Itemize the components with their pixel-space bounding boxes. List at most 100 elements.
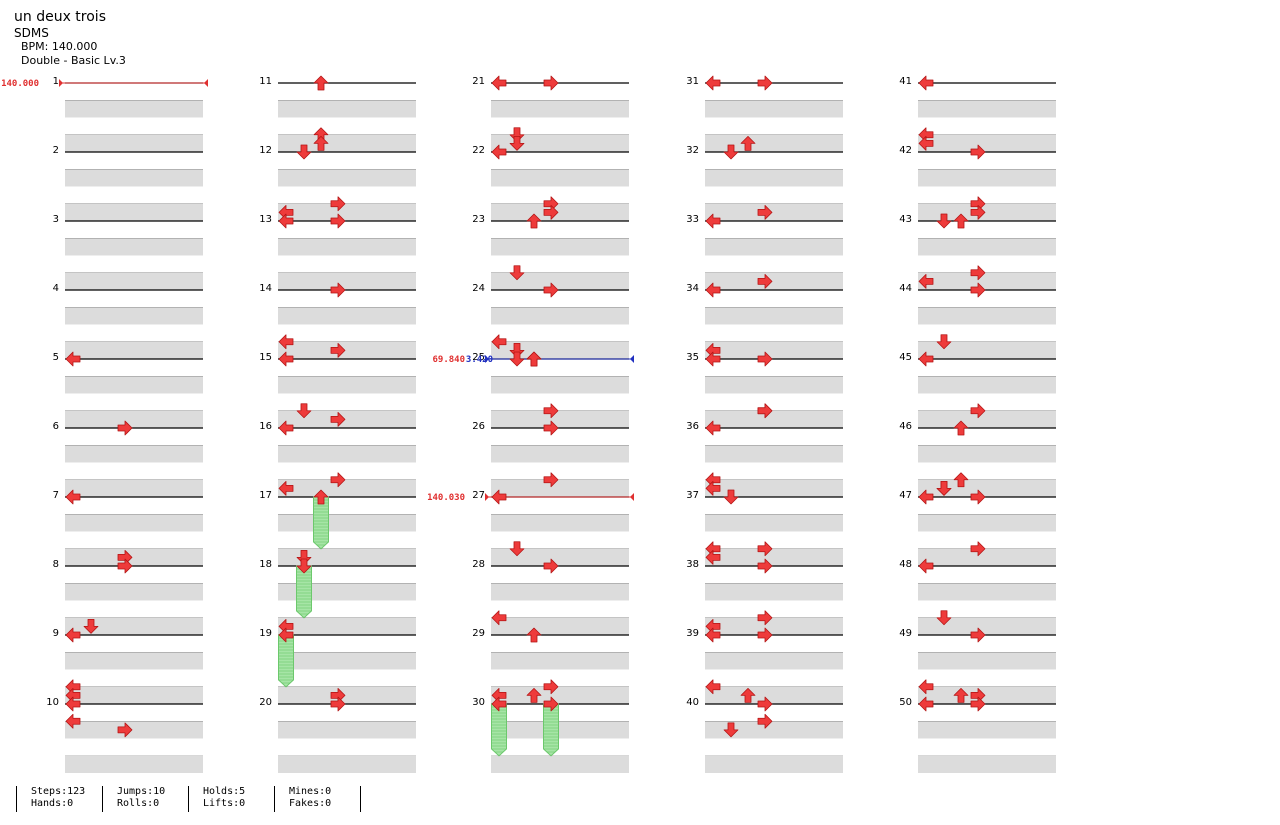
bpm-change-start-marker bbox=[485, 493, 489, 501]
beat-row-shade bbox=[705, 272, 843, 290]
arrow-right-icon bbox=[970, 282, 986, 298]
beat-row-shade bbox=[491, 203, 629, 221]
arrow-right-icon bbox=[757, 204, 773, 220]
arrow-down-icon bbox=[936, 334, 952, 350]
arrow-left-icon bbox=[278, 480, 294, 496]
arrow-right-icon bbox=[330, 472, 346, 488]
beat-row-shade bbox=[278, 238, 416, 256]
measure-number: 5 bbox=[53, 352, 59, 363]
beat-row-shade bbox=[705, 514, 843, 532]
arrow-left-icon bbox=[705, 75, 721, 91]
beat-row-shade bbox=[65, 307, 203, 325]
bpm-display: BPM: 140.000 bbox=[21, 40, 98, 53]
measure-number: 19 bbox=[259, 628, 272, 639]
beat-row-shade bbox=[705, 307, 843, 325]
arrow-left-icon bbox=[278, 627, 294, 643]
beat-row-shade bbox=[918, 341, 1056, 359]
measure-number: 10 bbox=[46, 697, 59, 708]
mines-count: Mines:0 bbox=[289, 786, 332, 797]
song-artist: SDMS bbox=[14, 26, 49, 40]
beat-row-shade bbox=[705, 445, 843, 463]
arrow-left-icon bbox=[65, 696, 81, 712]
measure-number: 20 bbox=[259, 697, 272, 708]
beat-row-shade bbox=[491, 445, 629, 463]
beat-row-shade bbox=[278, 514, 416, 532]
beat-row-shade bbox=[705, 583, 843, 601]
arrow-left-icon bbox=[705, 549, 721, 565]
measure-number: 47 bbox=[899, 490, 912, 501]
beat-row-shade bbox=[65, 686, 203, 704]
arrow-right-icon bbox=[543, 420, 559, 436]
beat-row-shade bbox=[278, 652, 416, 670]
beat-row-shade bbox=[491, 410, 629, 428]
arrow-left-icon bbox=[705, 420, 721, 436]
beat-row-shade bbox=[918, 617, 1056, 635]
arrow-right-icon bbox=[757, 713, 773, 729]
arrow-left-icon bbox=[65, 627, 81, 643]
beat-row-shade bbox=[65, 755, 203, 773]
arrow-up-icon bbox=[313, 75, 329, 91]
beat-row-shade bbox=[278, 307, 416, 325]
arrow-right-icon bbox=[330, 282, 346, 298]
stats-end-divider bbox=[360, 786, 361, 812]
beat-row-shade bbox=[65, 203, 203, 221]
beat-row-shade bbox=[918, 445, 1056, 463]
arrow-right-icon bbox=[970, 265, 986, 281]
measure-number: 34 bbox=[686, 283, 699, 294]
arrow-up-icon bbox=[953, 420, 969, 436]
arrow-down-icon bbox=[723, 722, 739, 738]
beat-row-shade bbox=[705, 410, 843, 428]
beat-row-shade bbox=[491, 479, 629, 497]
arrow-left-icon bbox=[65, 351, 81, 367]
arrow-right-icon bbox=[330, 213, 346, 229]
arrow-right-icon bbox=[970, 144, 986, 160]
arrow-right-icon bbox=[970, 403, 986, 419]
measure-number: 6 bbox=[53, 421, 59, 432]
lifts-count: Lifts:0 bbox=[203, 798, 246, 809]
hold-body bbox=[491, 703, 507, 757]
measure-number: 31 bbox=[686, 76, 699, 87]
arrow-up-icon bbox=[740, 687, 756, 703]
beat-row-shade bbox=[705, 203, 843, 221]
arrow-left-icon bbox=[491, 610, 507, 626]
arrow-left-icon bbox=[918, 135, 934, 151]
arrow-right-icon bbox=[117, 558, 133, 574]
beat-row-shade bbox=[491, 652, 629, 670]
beat-row-shade bbox=[65, 617, 203, 635]
hold-body bbox=[278, 634, 294, 688]
beat-row-shade bbox=[491, 686, 629, 704]
measure-number: 3 bbox=[53, 214, 59, 225]
beat-row-shade bbox=[278, 169, 416, 187]
stats-col-mines: Mines:0 Fakes:0 bbox=[274, 786, 331, 812]
arrow-down-icon bbox=[936, 213, 952, 229]
arrow-left-icon bbox=[918, 558, 934, 574]
beat-row-shade bbox=[278, 686, 416, 704]
beat-row-shade bbox=[65, 410, 203, 428]
measure-number: 9 bbox=[53, 628, 59, 639]
beat-row-shade bbox=[278, 410, 416, 428]
arrow-left-icon bbox=[918, 273, 934, 289]
arrow-right-icon bbox=[970, 489, 986, 505]
beat-row-shade bbox=[491, 755, 629, 773]
beat-row-shade bbox=[918, 583, 1056, 601]
measure-number: 13 bbox=[259, 214, 272, 225]
arrow-right-icon bbox=[757, 75, 773, 91]
beat-row-shade bbox=[278, 755, 416, 773]
arrow-left-icon bbox=[918, 696, 934, 712]
arrow-left-icon bbox=[491, 489, 507, 505]
measure-number: 29 bbox=[472, 628, 485, 639]
bpm-change-end-marker bbox=[204, 79, 208, 87]
difficulty-display: Double - Basic Lv.3 bbox=[21, 54, 126, 67]
arrow-right-icon bbox=[543, 75, 559, 91]
beat-row-shade bbox=[278, 134, 416, 152]
beat-row-shade bbox=[918, 514, 1056, 532]
beat-row-shade bbox=[491, 134, 629, 152]
arrow-right-icon bbox=[757, 627, 773, 643]
arrow-down-icon bbox=[296, 403, 312, 419]
measure-number: 48 bbox=[899, 559, 912, 570]
measure-number: 21 bbox=[472, 76, 485, 87]
beat-row-shade bbox=[705, 169, 843, 187]
beat-row-shade bbox=[705, 479, 843, 497]
arrow-down-icon bbox=[509, 351, 525, 367]
